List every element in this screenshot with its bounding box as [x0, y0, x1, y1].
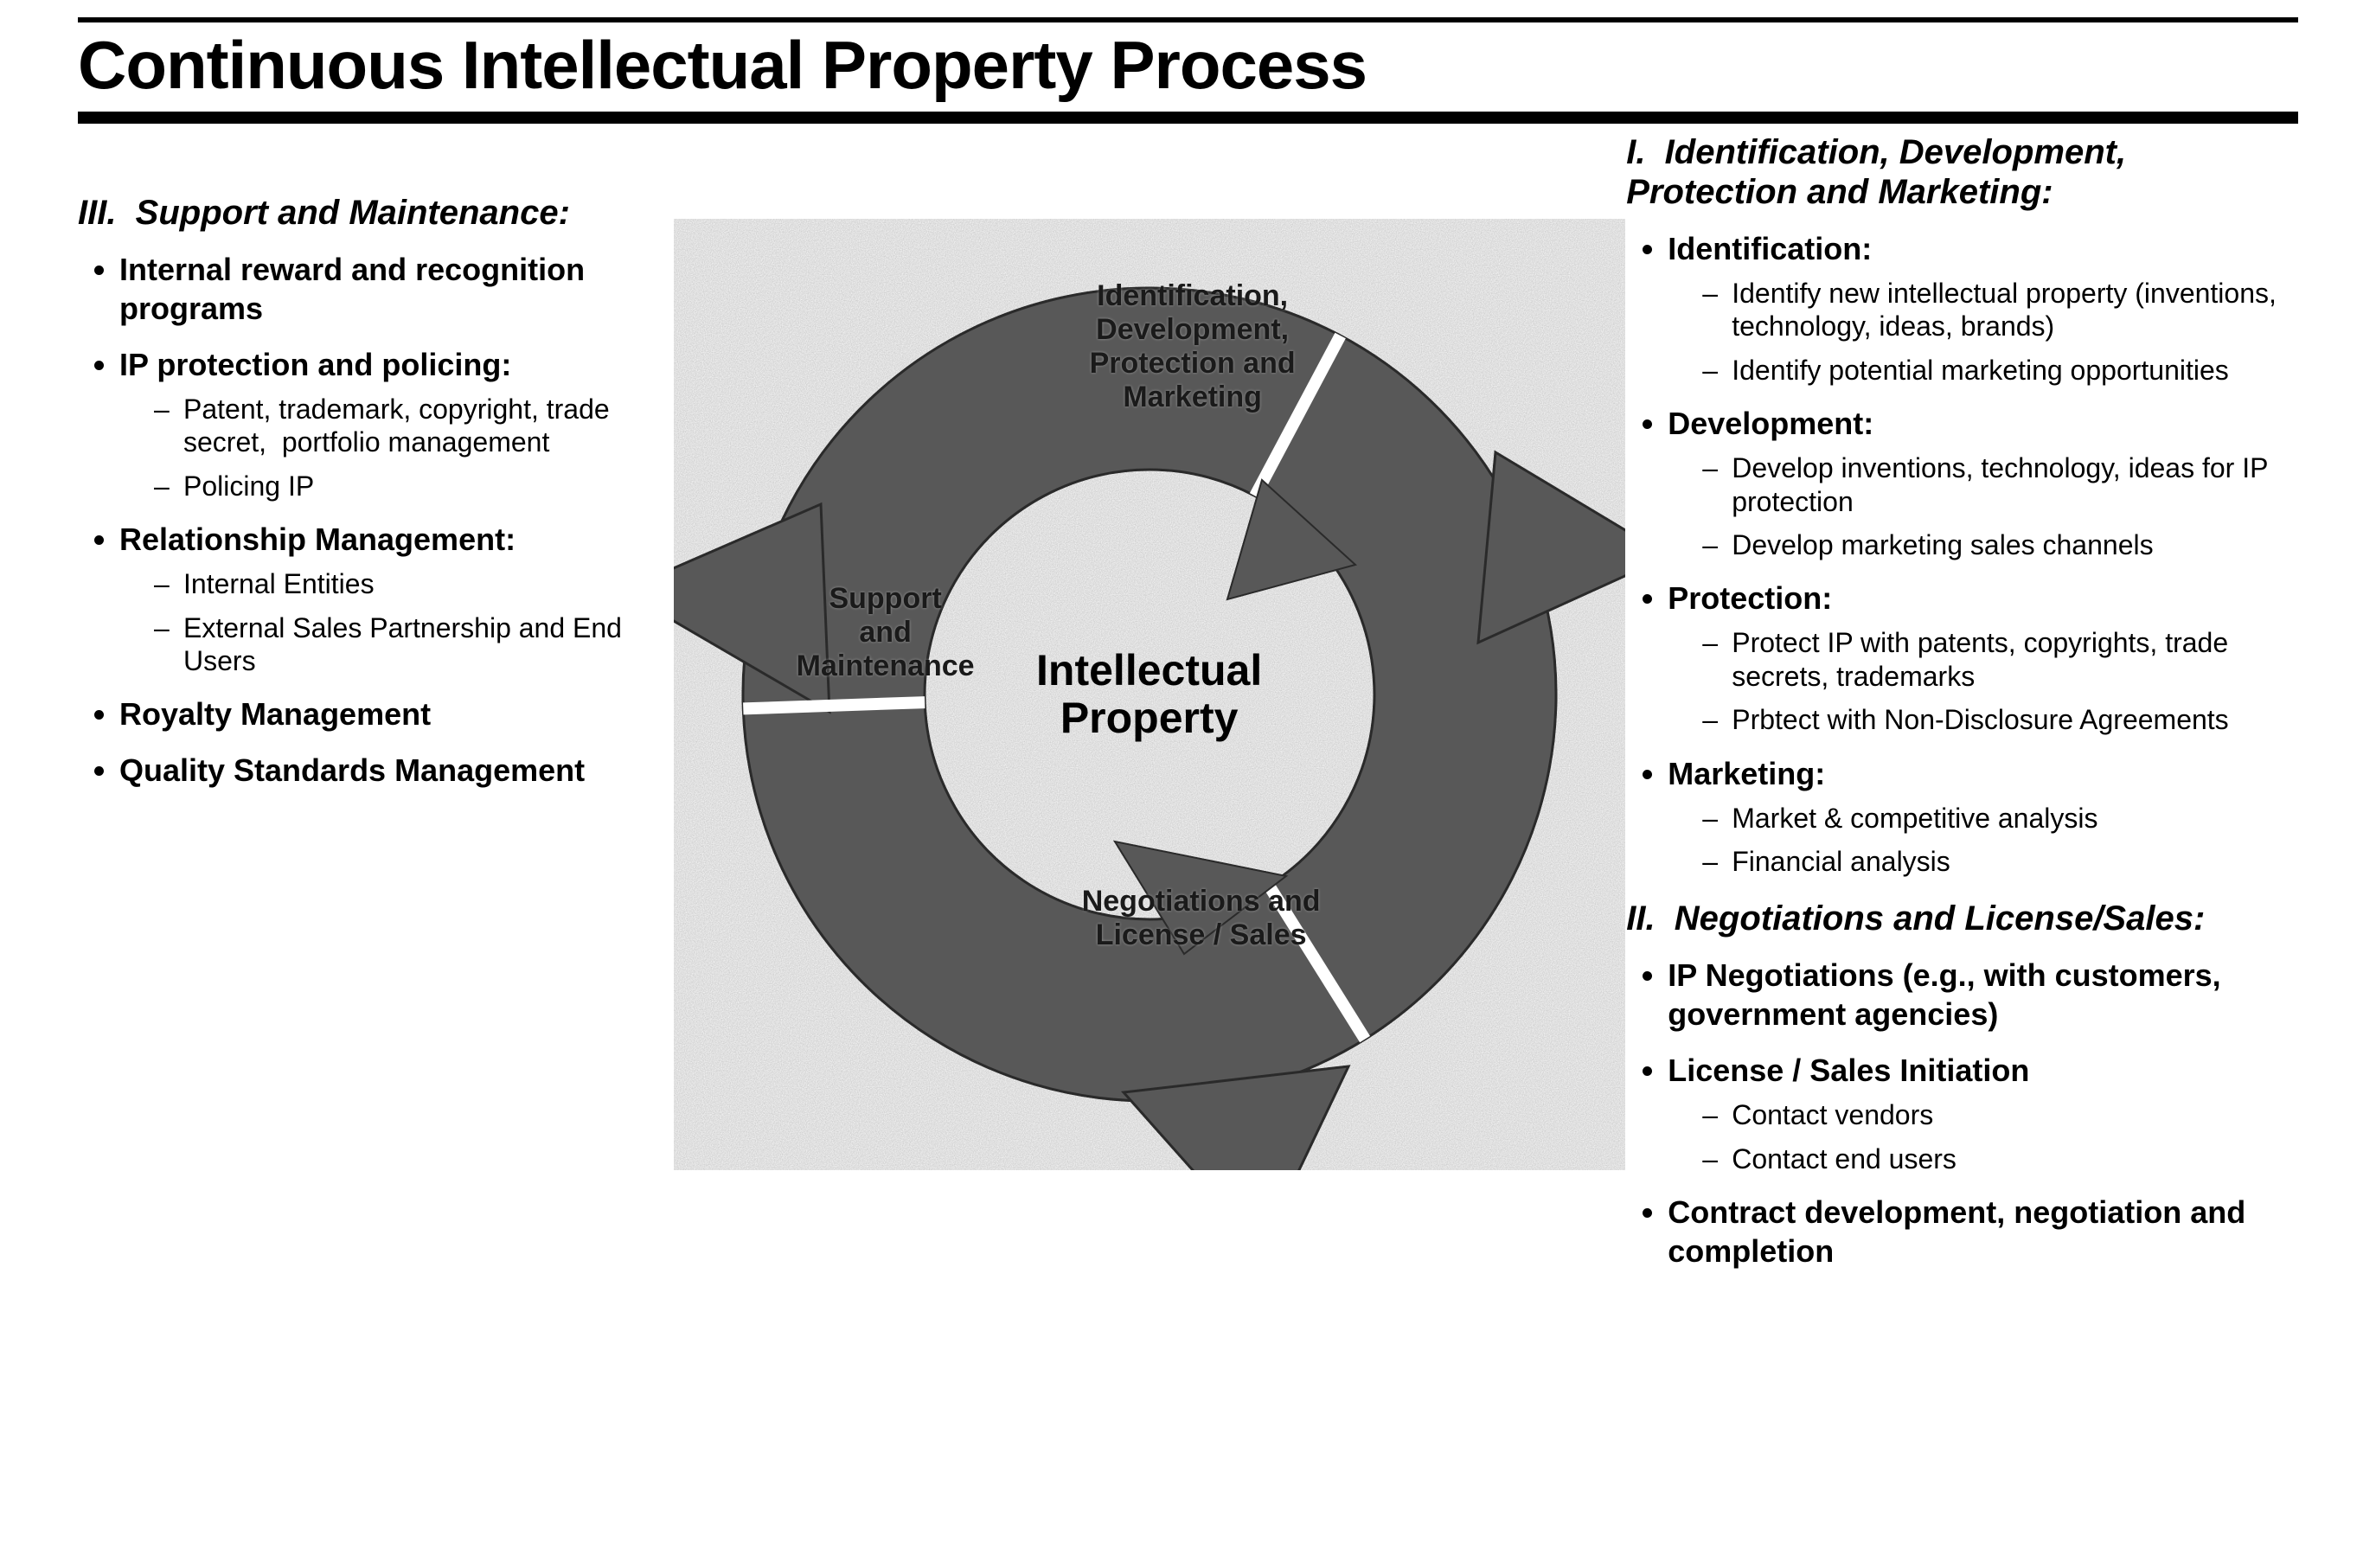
right2-item-1-subs: Contact vendors Contact end users — [1668, 1098, 2298, 1175]
right1-group-3-subs: Market & competitive analysis Financial … — [1668, 802, 2298, 879]
left-item-0: Internal reward and recognition programs — [119, 250, 656, 328]
right1-group-3: Marketing: Market & competitive analysis… — [1668, 754, 2298, 879]
right2-heading: II. Negotiations and License/Sales: — [1626, 899, 2298, 938]
left-item-1-subs: Patent, trademark, copyright, trade secr… — [119, 393, 656, 502]
left-item-2-label: Relationship Management: — [119, 522, 516, 557]
cycle-diagram: Identification, Development, Protection … — [674, 219, 1625, 1170]
page-title: Continuous Intellectual Property Process — [78, 26, 2298, 105]
right2-item-1: License / Sales Initiation Contact vendo… — [1668, 1051, 2298, 1175]
right1-group-1-label: Development: — [1668, 406, 1873, 441]
right1-group-2-subs: Protect IP with patents, copyrights, tra… — [1668, 626, 2298, 736]
right1-group-2: Protection: Protect IP with patents, cop… — [1668, 579, 2298, 736]
left-item-1-label: IP protection and policing: — [119, 347, 511, 382]
page: Continuous Intellectual Property Process… — [0, 0, 2376, 1568]
center-label: Intellectual Property — [1036, 647, 1262, 742]
right1-group-1-sub-0: Develop inventions, technology, ideas fo… — [1702, 451, 2298, 518]
left-item-3: Royalty Management — [119, 694, 656, 733]
right1-bullets: Identification: Identify new intellectua… — [1626, 229, 2298, 878]
title-bar: Continuous Intellectual Property Process — [78, 17, 2298, 124]
right-column: I. Identification, Development, Protecti… — [1609, 132, 2298, 1533]
left-item-1: IP protection and policing: Patent, trad… — [119, 345, 656, 502]
left-item-2-sub-0: Internal Entities — [154, 567, 656, 600]
right1-group-0-label: Identification: — [1668, 231, 1872, 266]
left-item-1-sub-0: Patent, trademark, copyright, trade secr… — [154, 393, 656, 459]
left-bullets: Internal reward and recognition programs… — [78, 250, 656, 790]
right1-group-1-sub-1: Develop marketing sales channels — [1702, 528, 2298, 561]
center-label-line1: Intellectual — [1036, 646, 1262, 694]
right1-group-3-sub-1: Financial analysis — [1702, 845, 2298, 878]
right1-group-3-sub-0: Market & competitive analysis — [1702, 802, 2298, 835]
center-label-line2: Property — [1060, 694, 1239, 742]
right1-group-3-label: Marketing: — [1668, 756, 1825, 791]
right2-item-2: Contract development, negotiation and co… — [1668, 1193, 2298, 1270]
right2-item-1-label: License / Sales Initiation — [1668, 1053, 2029, 1088]
left-item-1-sub-1: Policing IP — [154, 470, 656, 502]
right1-heading: I. Identification, Development, Protecti… — [1626, 132, 2298, 212]
right1-group-2-label: Protection: — [1668, 580, 1832, 616]
left-item-2-subs: Internal Entities External Sales Partner… — [119, 567, 656, 677]
right1-group-0: Identification: Identify new intellectua… — [1668, 229, 2298, 387]
right2-bullets: IP Negotiations (e.g., with customers, g… — [1626, 956, 2298, 1270]
left-item-0-label: Internal reward and recognition programs — [119, 252, 585, 326]
right2-item-0-label: IP Negotiations (e.g., with customers, g… — [1668, 957, 2220, 1032]
right1-group-1-subs: Develop inventions, technology, ideas fo… — [1668, 451, 2298, 561]
right2-item-0: IP Negotiations (e.g., with customers, g… — [1668, 956, 2298, 1034]
left-column: III. Support and Maintenance: Internal r… — [78, 132, 674, 1533]
left-item-2-sub-1: External Sales Partnership and End Users — [154, 611, 656, 678]
right2-item-1-sub-1: Contact end users — [1702, 1142, 2298, 1175]
columns: III. Support and Maintenance: Internal r… — [78, 132, 2298, 1533]
right1-group-1: Development: Develop inventions, technol… — [1668, 404, 2298, 561]
right1-group-0-subs: Identify new intellectual property (inve… — [1668, 277, 2298, 387]
right2-item-2-label: Contract development, negotiation and co… — [1668, 1194, 2245, 1269]
left-heading: III. Support and Maintenance: — [78, 193, 656, 233]
left-item-4-label: Quality Standards Management — [119, 752, 585, 788]
right1-group-2-sub-1: Prbtect with Non-Disclosure Agreements — [1702, 703, 2298, 736]
left-item-3-label: Royalty Management — [119, 696, 431, 732]
center-column: Identification, Development, Protection … — [674, 132, 1610, 1533]
left-item-4: Quality Standards Management — [119, 751, 656, 790]
right1-group-0-sub-0: Identify new intellectual property (inve… — [1702, 277, 2298, 343]
right1-group-0-sub-1: Identify potential marketing opportuniti… — [1702, 354, 2298, 387]
right2-item-1-sub-0: Contact vendors — [1702, 1098, 2298, 1131]
right1-group-2-sub-0: Protect IP with patents, copyrights, tra… — [1702, 626, 2298, 693]
left-item-2: Relationship Management: Internal Entiti… — [119, 520, 656, 677]
